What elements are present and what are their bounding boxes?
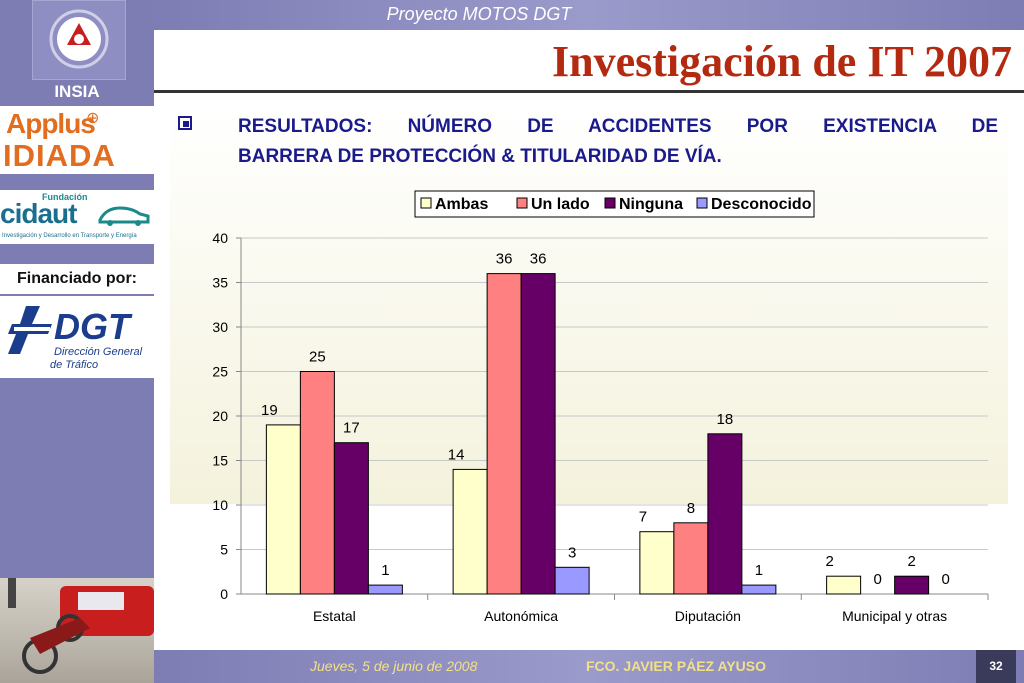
title-divider (154, 90, 1024, 93)
data-label: 3 (568, 544, 576, 561)
y-tick-label: 20 (212, 408, 228, 424)
financiado-panel: Financiado por: (0, 264, 154, 294)
bar-un-lado (673, 522, 709, 595)
data-label: 0 (941, 571, 949, 588)
legend-entry: Desconocido (711, 196, 812, 213)
bar-desconocido (367, 584, 403, 595)
y-tick-label: 15 (212, 453, 228, 469)
bar-ambas (826, 575, 862, 595)
heading-line-1: RESULTADOS: NÚMERO DE ACCIDENTES POR EXI… (238, 116, 998, 137)
cidaut-fundacion: Fundación (42, 192, 88, 202)
bar-ambas (639, 531, 675, 595)
data-label: 18 (717, 411, 734, 428)
insia-logo (32, 0, 126, 80)
car-icon (98, 206, 150, 226)
bar-desconocido (554, 566, 590, 595)
bar-ninguna (333, 442, 369, 595)
y-tick-label: 10 (212, 497, 228, 513)
accident-photo (0, 578, 154, 683)
data-label: 19 (261, 402, 278, 419)
legend-entry: Un lado (531, 196, 590, 213)
data-label: 2 (825, 553, 833, 570)
bar-un-lado (299, 371, 335, 595)
financiado-label: Financiado por: (17, 270, 137, 287)
data-label: 17 (343, 420, 360, 437)
data-label: 1 (381, 562, 389, 579)
page-title: Investigación de IT 2007 (551, 37, 1012, 86)
cidaut-subtitle: Investigación y Desarrollo en Transporte… (2, 233, 137, 239)
x-tick-label: Municipal y otras (842, 608, 947, 624)
insia-label: INSIA (54, 82, 100, 101)
legend-swatch (420, 197, 432, 209)
bar-desconocido (741, 584, 777, 595)
footer-author: FCO. JAVIER PÁEZ AYUSO (586, 658, 766, 674)
accident-photo-image (8, 578, 154, 674)
data-label: 25 (309, 349, 326, 366)
bar-un-lado (486, 273, 522, 595)
bar-ninguna (707, 433, 743, 595)
bar-ninguna (894, 575, 930, 595)
data-label: 0 (873, 571, 881, 588)
legend-entry: Ninguna (619, 196, 683, 213)
insia-emblem-icon (49, 9, 109, 69)
header-bar (154, 0, 1024, 30)
results-heading: RESULTADOS: NÚMERO DE ACCIDENTES POR EXI… (238, 112, 998, 172)
data-label: 36 (496, 251, 513, 268)
y-tick-label: 40 (212, 230, 228, 246)
bar-ambas (452, 468, 488, 595)
legend-swatch (696, 197, 708, 209)
dgt-subtitle-1: Dirección General (54, 346, 143, 358)
data-label: 2 (907, 553, 915, 570)
applus-idiada-logo: Applus ⊕ IDIADA (0, 106, 154, 174)
y-tick-label: 0 (220, 586, 228, 602)
data-label: 1 (755, 562, 763, 579)
legend-swatch (604, 197, 616, 209)
x-tick-label: Autonómica (484, 608, 558, 624)
project-title: Proyecto MOTOS DGT (386, 4, 572, 24)
dgt-emblem-icon (8, 306, 52, 354)
y-tick-label: 30 (212, 319, 228, 335)
dgt-subtitle-2: de Tráfico (50, 359, 99, 371)
checkbox-bullet-icon (178, 116, 192, 130)
applus-plus-icon: ⊕ (86, 110, 100, 127)
dgt-logo: DGT Dirección General de Tráfico (0, 296, 154, 378)
data-label: 14 (448, 446, 465, 463)
bar-ambas (265, 424, 301, 595)
y-tick-label: 5 (220, 542, 228, 558)
bar-chart: 0510152025303540Estatal1925171Autonómica… (212, 190, 989, 624)
data-label: 7 (639, 509, 647, 526)
dgt-text: DGT (54, 306, 130, 347)
legend-entry: Ambas (435, 196, 488, 213)
heading-line-2: BARRERA DE PROTECCIÓN & TITULARIDAD DE V… (238, 146, 722, 167)
cidaut-logo: Fundación cidaut Investigación y Desarro… (0, 190, 154, 244)
y-tick-label: 35 (212, 275, 228, 291)
applus-text: Applus (6, 108, 96, 139)
legend-swatch (516, 197, 528, 209)
footer-bar (154, 650, 1024, 683)
y-tick-label: 25 (212, 364, 228, 380)
data-label: 8 (687, 500, 695, 517)
page-number: 32 (976, 650, 1016, 683)
bar-ninguna (520, 273, 556, 595)
footer-date: Jueves, 5 de junio de 2008 (310, 658, 478, 674)
x-tick-label: Diputación (675, 608, 741, 624)
data-label: 36 (530, 251, 547, 268)
idiada-text: IDIADA (3, 138, 116, 173)
x-tick-label: Estatal (313, 608, 356, 624)
cidaut-text: cidaut (0, 198, 77, 229)
